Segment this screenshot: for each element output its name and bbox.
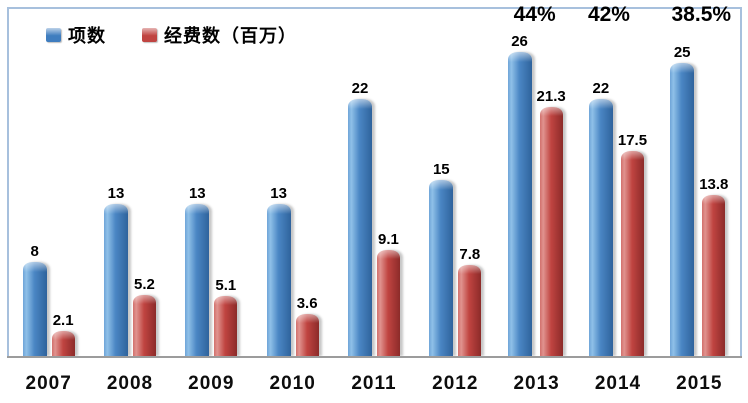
data-label: 13 [270, 185, 287, 202]
x-axis-label-2008: 2008 [106, 373, 154, 394]
blue-bar-col-2009: 13 [185, 185, 210, 356]
red-bar-col-2007: 2.1 [51, 312, 75, 356]
blue-series-swatch-icon [46, 28, 61, 42]
chart-legend: 项数 经费数（百万） [46, 22, 297, 48]
plot-area: 8 2.1 13 5.2 13 5.1 13 3.6 22 9.1 15 7.8 26 21.3 44% 22… [8, 3, 740, 356]
data-label: 22 [351, 80, 369, 97]
blue-bar-col-2015: 25 [670, 44, 695, 356]
percent-annotation-2014: 42% [587, 3, 630, 26]
red-bar-col-2008: 5.2 [132, 276, 156, 356]
red-bar-col-2010: 3.6 [295, 295, 319, 356]
bar-group-2009: 13 5.1 [171, 8, 252, 356]
bar-group-2014: 22 17.5 42% [577, 3, 658, 356]
red-bar [539, 107, 563, 356]
red-bar-col-2014: 17.5 [618, 133, 647, 356]
blue-bar [185, 204, 210, 356]
x-axis-label-2007: 2007 [25, 373, 72, 394]
red-bar [132, 295, 156, 356]
red-bar-col-2011: 9.1 [376, 231, 400, 356]
data-label: 3.6 [296, 295, 318, 312]
bar-group-2012: 15 7.8 [415, 8, 496, 356]
data-label: 13 [188, 185, 206, 202]
x-axis-label-2012: 2012 [432, 373, 479, 394]
red-bar-col-2009: 5.1 [214, 277, 238, 356]
legend-label-projects: 项数 [68, 26, 106, 46]
legend-item-projects: 项数 [46, 22, 106, 48]
blue-bar-col-2010: 13 [266, 185, 291, 356]
x-axis-line [7, 356, 742, 358]
bar-group-2011: 22 9.1 [333, 8, 414, 356]
bar-group-2010: 13 3.6 [252, 8, 333, 356]
blue-bar [266, 204, 291, 356]
data-label: 17.5 [617, 132, 648, 149]
blue-bar [429, 180, 454, 356]
x-axis-label-2009: 2009 [188, 373, 235, 394]
blue-bar [103, 204, 128, 356]
blue-bar-col-2007: 8 [22, 243, 47, 356]
x-axis-labels: 2007 2008 2009 2010 2011 2012 2013 2014 2015 [8, 373, 740, 399]
bar-group-2008: 13 5.2 [89, 8, 170, 356]
red-bar [376, 250, 400, 356]
data-label: 2.1 [52, 312, 74, 329]
data-label: 25 [673, 44, 691, 61]
percent-annotation-2015: 38.5% [671, 3, 732, 26]
red-bar [51, 331, 75, 356]
blue-bar [347, 99, 372, 356]
blue-bar-col-2014: 22 [588, 80, 613, 356]
legend-item-funding: 经费数（百万） [142, 22, 297, 48]
data-label: 21.3 [536, 88, 566, 105]
blue-bar [507, 52, 532, 356]
blue-bar-col-2012: 15 [429, 161, 454, 356]
bar-group-2007: 8 2.1 [8, 8, 89, 356]
red-bar-col-2012: 7.8 [458, 246, 482, 356]
blue-bar-col-2011: 22 [347, 80, 372, 356]
red-bar [702, 195, 726, 356]
bar-group-2015: 25 13.8 38.5% [659, 3, 740, 356]
blue-bar [588, 99, 613, 356]
data-label: 7.8 [459, 246, 481, 263]
data-label: 15 [432, 161, 450, 178]
blue-bar [22, 262, 47, 356]
data-label: 26 [511, 33, 528, 50]
red-bar [214, 296, 238, 356]
data-label: 13 [107, 185, 125, 202]
percent-annotation-2013: 44% [513, 3, 556, 26]
x-axis-label-2011: 2011 [351, 373, 397, 394]
x-axis-label-2014: 2014 [594, 373, 642, 394]
blue-bar [670, 63, 695, 356]
bar-group-2013: 26 21.3 44% [496, 3, 577, 356]
data-label: 9.1 [378, 231, 399, 248]
data-label: 8 [30, 243, 39, 260]
x-axis-label-2015: 2015 [676, 373, 723, 394]
x-axis-label-2013: 2013 [513, 373, 560, 394]
legend-label-funding: 经费数（百万） [164, 26, 297, 46]
blue-bar-col-2008: 13 [103, 185, 128, 356]
data-label: 5.1 [215, 277, 237, 294]
data-label: 13.8 [699, 176, 729, 193]
red-bar-col-2015: 13.8 [699, 177, 728, 356]
x-axis-label-2010: 2010 [269, 373, 316, 394]
red-bar [620, 151, 644, 356]
data-label: 22 [592, 80, 610, 97]
red-series-swatch-icon [142, 28, 157, 42]
data-label: 5.2 [134, 276, 155, 293]
red-bar-col-2013: 21.3 [537, 89, 566, 356]
red-bar [295, 314, 319, 356]
red-bar [458, 265, 482, 356]
blue-bar-col-2013: 26 [507, 33, 532, 356]
